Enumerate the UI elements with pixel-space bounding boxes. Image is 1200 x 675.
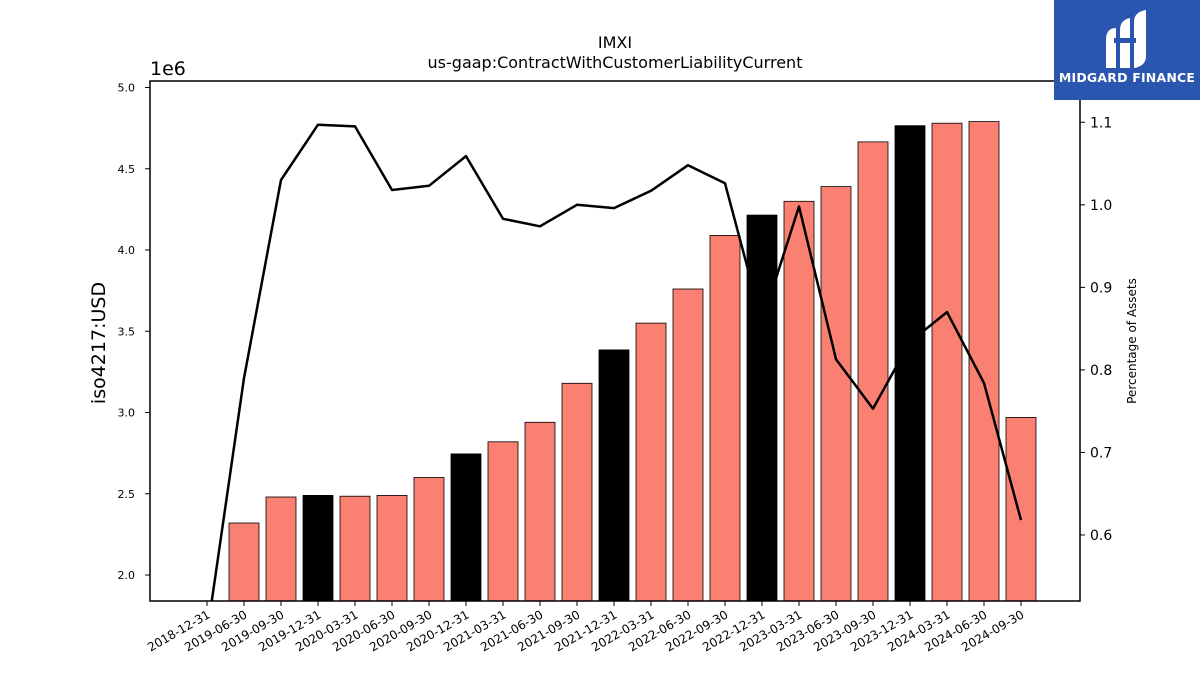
bar-2024-03-31 (931, 122, 963, 602)
bar-2019-06-30 (228, 522, 260, 602)
y-tick-label: 2.0 (118, 569, 136, 582)
y-tick-label: 3.5 (118, 325, 136, 338)
bars-group (228, 121, 1037, 602)
bar-2020-12-31 (450, 453, 482, 602)
bar-2023-03-31 (783, 200, 815, 602)
line-group (210, 123, 1023, 601)
bar-2023-12-31 (894, 125, 926, 602)
bar-2022-09-30 (709, 234, 741, 602)
bar-2022-03-31 (635, 322, 667, 602)
y2-tick-label: 0.9 (1090, 280, 1112, 296)
y-tick-label: 2.5 (118, 488, 136, 501)
logo-mark-icon (1106, 10, 1146, 68)
brand-logo: MIDGARD FINANCE (1054, 0, 1200, 100)
y2-tick-label: 1.1 (1090, 115, 1112, 131)
y-axis-label: iso4217:USD (88, 282, 110, 404)
y-offset-label: 1e6 (150, 58, 186, 80)
bar-2021-06-30 (524, 421, 556, 602)
bar-2024-09-30 (1005, 416, 1037, 602)
bar-2019-12-31 (302, 494, 334, 602)
bar-2020-06-30 (376, 494, 408, 602)
y-tick-label: 3.0 (118, 407, 136, 420)
y2-tick-label: 0.6 (1090, 528, 1112, 544)
bar-2022-06-30 (672, 288, 704, 602)
y2-tick-label: 0.7 (1090, 445, 1112, 461)
y-tick-label: 4.5 (118, 163, 136, 176)
y-tick-label: 5.0 (118, 82, 136, 95)
chart-subtitle: us-gaap:ContractWithCustomerLiabilityCur… (428, 53, 803, 72)
bar-2020-03-31 (339, 495, 371, 602)
y2-axis-label: Percentage of Assets (1125, 278, 1139, 404)
brand-name: MIDGARD FINANCE (1058, 70, 1196, 85)
line-percentage-of-assets (210, 123, 1023, 601)
bar-2023-09-30 (857, 141, 889, 602)
y-tick-label: 4.0 (118, 244, 136, 257)
bar-2020-09-30 (413, 477, 445, 602)
bar-2019-09-30 (265, 496, 297, 602)
plot-frame (149, 80, 1081, 602)
y2-tick-label: 1.0 (1090, 198, 1112, 214)
bar-2021-12-31 (598, 349, 630, 602)
y2-tick-label: 0.8 (1090, 363, 1112, 379)
bar-2021-09-30 (561, 382, 593, 602)
bar-2021-03-31 (487, 441, 519, 602)
bar-2023-06-30 (820, 186, 852, 602)
chart-title: IMXI (598, 33, 632, 52)
bar-2022-12-31 (746, 214, 778, 602)
